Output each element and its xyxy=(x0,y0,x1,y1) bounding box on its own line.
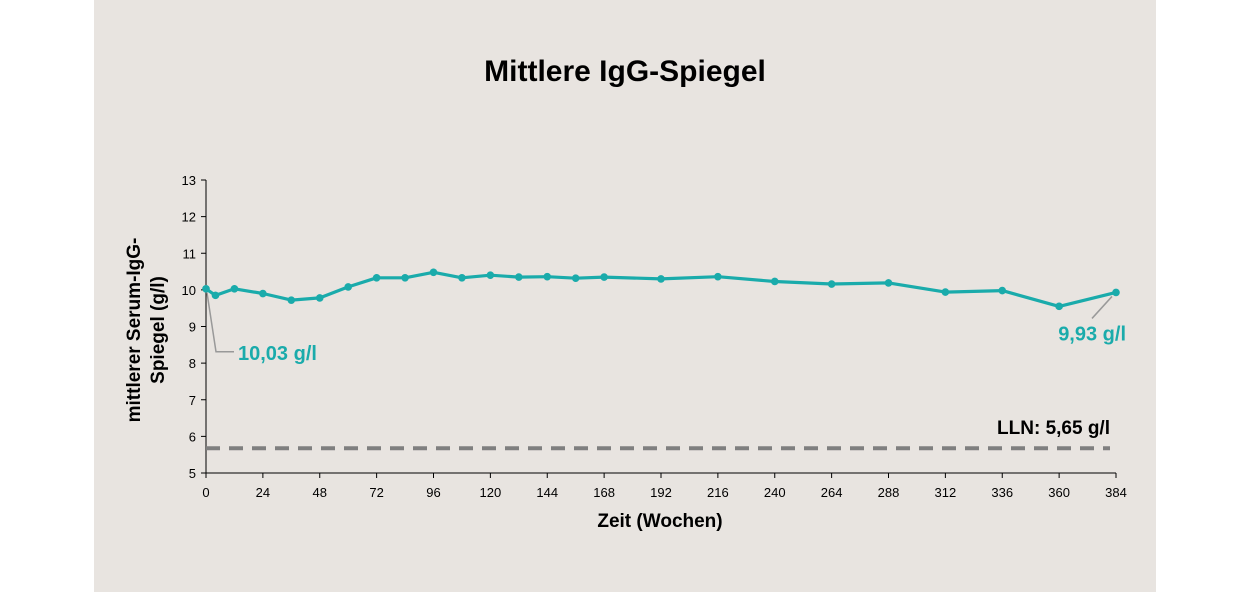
y-tick-label: 9 xyxy=(189,320,196,335)
data-point xyxy=(998,286,1007,295)
annotation-group: 10,03 g/l 9,93 g/l xyxy=(206,292,1126,365)
data-point xyxy=(315,294,324,302)
y-tick-label: 8 xyxy=(189,356,196,371)
reference-line-group: LLN: 5,65 g/l xyxy=(206,418,1110,451)
annotation-leader-start xyxy=(206,292,234,353)
y-axis-title-line-2: Spiegel (g/l) xyxy=(148,276,169,384)
lln-label: LLN: 5,65 g/l xyxy=(997,418,1110,439)
data-point xyxy=(259,289,267,298)
data-point xyxy=(941,288,950,296)
y-tick-label: 10 xyxy=(182,283,196,298)
data-point xyxy=(571,274,580,282)
data-point xyxy=(401,273,409,282)
x-tick-label: 144 xyxy=(536,485,558,500)
y-tick-label: 12 xyxy=(182,210,196,225)
data-point xyxy=(827,280,836,288)
y-axis-title: mittlerer Serum-IgG- Spiegel (g/l) xyxy=(124,238,169,423)
x-tick-label: 24 xyxy=(256,485,270,500)
x-axis: 0 24 48 72 96 120 144 168 192 216 240 264 288 312 336 3… xyxy=(202,472,1127,500)
data-point xyxy=(211,291,220,300)
x-tick-label: 384 xyxy=(1105,485,1127,500)
y-axis-title-line-1: mittlerer Serum-IgG- xyxy=(124,238,145,423)
x-tick-label: 168 xyxy=(593,485,615,500)
x-tick-label: 240 xyxy=(764,485,786,500)
x-tick-label: 0 xyxy=(202,485,209,500)
data-point xyxy=(543,272,552,281)
data-point xyxy=(202,284,210,293)
annotation-leader-end xyxy=(1091,295,1113,319)
data-point xyxy=(1055,302,1063,311)
data-point xyxy=(429,268,438,277)
plot-area: 5 6 7 8 9 10 11 12 13 0 24 48 72 96 120 144 168 192 216 24… xyxy=(182,173,1127,500)
x-tick-label: 48 xyxy=(313,485,327,500)
x-tick-label: 264 xyxy=(821,485,843,500)
y-tick-label: 11 xyxy=(183,246,197,261)
x-axis-title: Zeit (Wochen) xyxy=(597,511,722,532)
x-tick-label: 192 xyxy=(650,485,672,500)
data-point xyxy=(458,273,466,282)
x-tick-label: 360 xyxy=(1048,485,1070,500)
y-tick-label: 6 xyxy=(189,429,196,444)
data-point xyxy=(884,279,893,287)
x-tick-label: 312 xyxy=(935,485,957,500)
data-point xyxy=(770,277,779,286)
data-point xyxy=(714,272,722,281)
data-point xyxy=(657,275,665,283)
annotation-end: 9,93 g/l xyxy=(1058,323,1126,345)
x-tick-label: 120 xyxy=(480,485,502,500)
data-point xyxy=(600,273,608,281)
y-axis: 5 6 7 8 9 10 11 12 13 xyxy=(182,173,207,481)
x-tick-label: 216 xyxy=(707,485,729,500)
data-point xyxy=(372,273,381,282)
data-point xyxy=(287,296,296,304)
annotation-start: 10,03 g/l xyxy=(238,343,317,365)
x-tick-label: 288 xyxy=(878,485,900,500)
data-point xyxy=(515,273,523,281)
data-point xyxy=(1112,288,1120,297)
x-tick-label: 96 xyxy=(426,485,440,500)
x-tick-label: 336 xyxy=(991,485,1013,500)
y-tick-label: 13 xyxy=(182,173,196,188)
x-tick-label: 72 xyxy=(369,485,383,500)
chart-title: Mittlere IgG-Spiegel xyxy=(484,55,766,88)
y-tick-label: 7 xyxy=(189,393,196,408)
data-point xyxy=(486,271,495,280)
y-tick-label: 5 xyxy=(189,466,196,481)
data-point xyxy=(230,284,239,293)
series-group xyxy=(202,268,1120,311)
data-point xyxy=(344,283,352,291)
